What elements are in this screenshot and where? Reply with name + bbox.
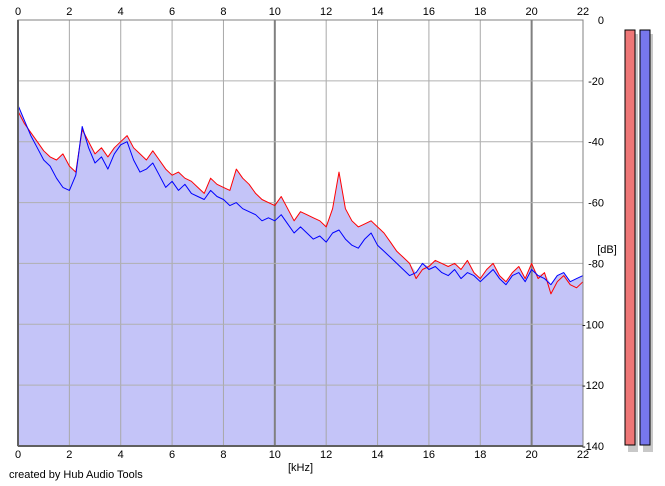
x-tick-label-top: 14 xyxy=(371,6,383,18)
y-tick-label: 0 xyxy=(598,15,604,27)
x-tick-label-bottom: 18 xyxy=(474,449,486,461)
x-tick-label-bottom: 4 xyxy=(118,449,124,461)
y-tick-label: -60 xyxy=(588,198,604,210)
x-tick-label-top: 12 xyxy=(320,6,332,18)
spectrum-fill-area xyxy=(18,20,583,446)
x-tick-label-top: 22 xyxy=(577,6,589,18)
y-tick-label: -100 xyxy=(582,319,604,331)
plot-frame xyxy=(17,19,584,447)
series-line-blue xyxy=(17,105,584,286)
y-axis-title: [dB] xyxy=(597,244,617,256)
x-tick-label-top: 6 xyxy=(169,6,175,18)
y-tick-label: -140 xyxy=(582,441,604,453)
x-tick-label-top: 2 xyxy=(66,6,72,18)
level-meters xyxy=(624,29,653,452)
x-tick-label-bottom: 10 xyxy=(269,449,281,461)
x-tick-label-top: 18 xyxy=(474,6,486,18)
bottom-x-tick-labels: 0 2 4 6 8 10 12 14 16 18 20 22 xyxy=(15,449,589,461)
x-tick-label-top: 10 xyxy=(269,6,281,18)
x-tick-label-top: 16 xyxy=(423,6,435,18)
x-tick-label-bottom: 8 xyxy=(220,449,226,461)
x-tick-label-bottom: 0 xyxy=(15,449,21,461)
x-tick-label-bottom: 2 xyxy=(66,449,72,461)
x-tick-label-bottom: 14 xyxy=(371,449,383,461)
y-tick-label: -20 xyxy=(588,76,604,88)
x-tick-label-top: 0 xyxy=(15,6,21,18)
y-tick-labels: 0 -20 -40 -60 -80 -100 -120 -140 xyxy=(582,15,604,453)
series-line-red xyxy=(17,111,584,295)
y-tick-label: -120 xyxy=(582,380,604,392)
x-tick-label-bottom: 20 xyxy=(526,449,538,461)
x-tick-label-bottom: 16 xyxy=(423,449,435,461)
spectrum-fill xyxy=(18,105,583,446)
x-tick-label-bottom: 6 xyxy=(169,449,175,461)
x-tick-label-bottom: 12 xyxy=(320,449,332,461)
x-axis-title: [kHz] xyxy=(288,462,313,474)
credit-text: created by Hub Audio Tools xyxy=(9,469,143,481)
y-tick-label: -80 xyxy=(588,258,604,270)
series-group xyxy=(17,105,584,295)
x-tick-label-top: 20 xyxy=(526,6,538,18)
x-tick-label-top: 4 xyxy=(118,6,124,18)
x-tick-label-top: 8 xyxy=(220,6,226,18)
y-tick-label: -40 xyxy=(588,137,604,149)
x-tick-label-bottom: 22 xyxy=(577,449,589,461)
level-meter-right xyxy=(639,29,651,446)
level-meter-left xyxy=(624,29,636,446)
top-x-tick-labels: 0 2 4 6 8 10 12 14 16 18 20 22 xyxy=(15,6,589,18)
